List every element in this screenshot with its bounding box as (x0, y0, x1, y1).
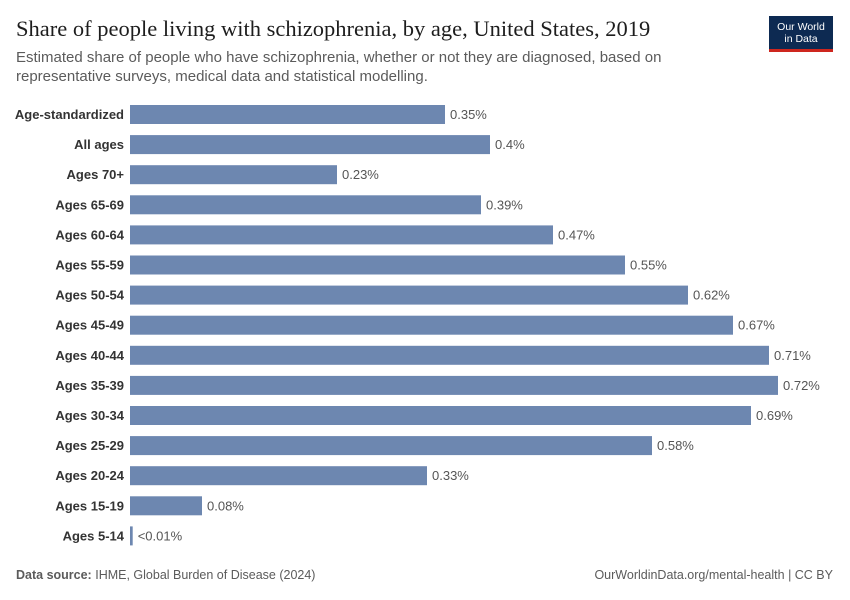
category-label-ages-65-69: Ages 65-69 (55, 197, 124, 212)
category-label-ages-20-24: Ages 20-24 (55, 468, 124, 483)
value-label-all-ages: 0.4% (495, 137, 525, 152)
category-label-all-ages: All ages (74, 137, 124, 152)
category-label-ages-45-49: Ages 45-49 (55, 318, 124, 333)
bar-ages-65-69[interactable] (130, 195, 481, 215)
value-label-ages-70: 0.23% (342, 167, 379, 182)
credit-link[interactable]: OurWorldinData.org/mental-health | CC BY (594, 568, 833, 582)
chart-subtitle: Estimated share of people who have schiz… (16, 49, 662, 85)
data-source-link[interactable]: IHME, Global Burden of Disease (2024) (95, 568, 316, 582)
bar-all-ages[interactable] (130, 135, 490, 155)
bar-chart: Age-standardized 0.35% All ages 0.4% Ages 70… (15, 105, 820, 546)
value-label-ages-55-59: 0.55% (630, 258, 667, 273)
logo-line-1: Our World (777, 21, 825, 33)
bar-ages-40-44[interactable] (130, 345, 769, 365)
category-label-ages-35-39: Ages 35-39 (55, 378, 124, 393)
value-label-ages-20-24: 0.33% (432, 468, 469, 483)
category-label-ages-55-59: Ages 55-59 (55, 258, 124, 273)
category-label-ages-50-54: Ages 50-54 (55, 288, 124, 303)
category-label-ages-70: Ages 70+ (67, 167, 125, 182)
bar-ages-25-29[interactable] (130, 436, 652, 456)
value-label-ages-30-34: 0.69% (756, 408, 793, 423)
bar-ages-50-54[interactable] (130, 285, 688, 305)
category-label-age-standardized: Age-standardized (15, 107, 124, 122)
bar-ages-20-24[interactable] (130, 466, 427, 486)
bar-ages-45-49[interactable] (130, 315, 733, 335)
value-label-ages-45-49: 0.67% (738, 318, 775, 333)
bar-ages-5-14[interactable] (130, 526, 133, 546)
bar-ages-15-19[interactable] (130, 496, 202, 516)
category-label-ages-40-44: Ages 40-44 (55, 348, 124, 363)
category-label-ages-30-34: Ages 30-34 (55, 408, 124, 423)
owid-logo[interactable]: Our World in Data (769, 16, 833, 52)
bar-ages-70[interactable] (130, 165, 337, 185)
category-label-ages-25-29: Ages 25-29 (55, 438, 124, 453)
value-label-ages-65-69: 0.39% (486, 197, 523, 212)
value-label-ages-40-44: 0.71% (774, 348, 811, 363)
value-label-ages-5-14: <0.01% (138, 528, 183, 543)
bar-ages-60-64[interactable] (130, 225, 553, 245)
bar-age-standardized[interactable] (130, 105, 445, 124)
logo-line-2: in Data (784, 33, 818, 45)
value-label-ages-25-29: 0.58% (657, 438, 694, 453)
category-label-ages-5-14: Ages 5-14 (63, 528, 125, 543)
data-source-label: Data source: (16, 568, 92, 582)
value-label-age-standardized: 0.35% (450, 107, 487, 122)
value-label-ages-60-64: 0.47% (558, 227, 595, 242)
bar-ages-35-39[interactable] (130, 375, 778, 395)
data-source: Data source: IHME, Global Burden of Dise… (16, 568, 315, 582)
category-label-ages-60-64: Ages 60-64 (55, 227, 124, 242)
value-label-ages-50-54: 0.62% (693, 288, 730, 303)
value-label-ages-35-39: 0.72% (783, 378, 820, 393)
value-label-ages-15-19: 0.08% (207, 498, 244, 513)
bar-ages-30-34[interactable] (130, 406, 751, 425)
chart-title: Share of people living with schizophreni… (16, 16, 651, 41)
bar-ages-55-59[interactable] (130, 255, 625, 275)
category-label-ages-15-19: Ages 15-19 (55, 498, 124, 513)
